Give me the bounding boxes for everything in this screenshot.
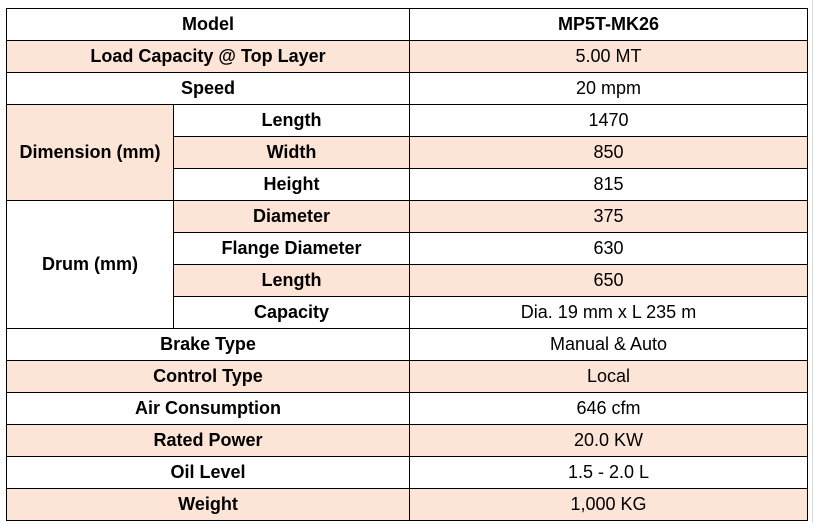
drum-length-label[interactable]: Length [173, 264, 410, 297]
table-row: Control Type Local [6, 360, 808, 393]
speed-value[interactable]: 20 mpm [409, 72, 808, 105]
dimension-height-value[interactable]: 815 [409, 168, 808, 201]
rated-power-label[interactable]: Rated Power [6, 424, 410, 457]
control-type-value[interactable]: Local [409, 360, 808, 393]
drum-group-label[interactable]: Drum (mm) [6, 200, 174, 329]
dimension-length-label[interactable]: Length [173, 104, 410, 137]
table-row: Load Capacity @ Top Layer 5.00 MT [6, 40, 808, 73]
dimension-height-label[interactable]: Height [173, 168, 410, 201]
brake-type-label[interactable]: Brake Type [6, 328, 410, 361]
oil-level-value[interactable]: 1.5 - 2.0 L [409, 456, 808, 489]
dimension-width-label[interactable]: Width [173, 136, 410, 169]
speed-label[interactable]: Speed [6, 72, 410, 105]
table-row: Rated Power 20.0 KW [6, 424, 808, 457]
table-row: Drum (mm) Diameter 375 [6, 200, 808, 329]
table-row: Model MP5T-MK26 [6, 8, 808, 41]
drum-flange-diameter-value[interactable]: 630 [409, 232, 808, 265]
table-row: Brake Type Manual & Auto [6, 328, 808, 361]
drum-capacity-label[interactable]: Capacity [173, 296, 410, 329]
weight-label[interactable]: Weight [6, 488, 410, 521]
load-capacity-label[interactable]: Load Capacity @ Top Layer [6, 40, 410, 73]
table-row: Air Consumption 646 cfm [6, 392, 808, 425]
dimension-group-label[interactable]: Dimension (mm) [6, 104, 174, 201]
model-label[interactable]: Model [6, 8, 410, 41]
dimension-length-value[interactable]: 1470 [409, 104, 808, 137]
drum-length-value[interactable]: 650 [409, 264, 808, 297]
table-row: Flange Diameter 630 [7, 232, 808, 265]
dimension-width-value[interactable]: 850 [409, 136, 808, 169]
table-row: Weight 1,000 KG [6, 488, 808, 521]
sheet-gridline [812, 0, 813, 523]
table-row: Capacity Dia. 19 mm x L 235 m [7, 296, 808, 329]
table-row: Length 650 [7, 264, 808, 297]
drum-diameter-value[interactable]: 375 [409, 200, 808, 233]
air-consumption-value[interactable]: 646 cfm [409, 392, 808, 425]
drum-flange-diameter-label[interactable]: Flange Diameter [173, 232, 410, 265]
weight-value[interactable]: 1,000 KG [409, 488, 808, 521]
oil-level-label[interactable]: Oil Level [6, 456, 410, 489]
drum-capacity-value[interactable]: Dia. 19 mm x L 235 m [409, 296, 808, 329]
table-row: Oil Level 1.5 - 2.0 L [6, 456, 808, 489]
table-row: Speed 20 mpm [6, 72, 808, 105]
rated-power-value[interactable]: 20.0 KW [409, 424, 808, 457]
control-type-label[interactable]: Control Type [6, 360, 410, 393]
air-consumption-label[interactable]: Air Consumption [6, 392, 410, 425]
table-row: Width 850 [7, 136, 808, 169]
spec-table: Model MP5T-MK26 Load Capacity @ Top Laye… [6, 8, 808, 521]
brake-type-value[interactable]: Manual & Auto [409, 328, 808, 361]
model-value[interactable]: MP5T-MK26 [409, 8, 808, 41]
table-row: Dimension (mm) Length 1470 [6, 104, 808, 201]
load-capacity-value[interactable]: 5.00 MT [409, 40, 808, 73]
table-row: Height 815 [7, 168, 808, 201]
drum-diameter-label[interactable]: Diameter [173, 200, 410, 233]
